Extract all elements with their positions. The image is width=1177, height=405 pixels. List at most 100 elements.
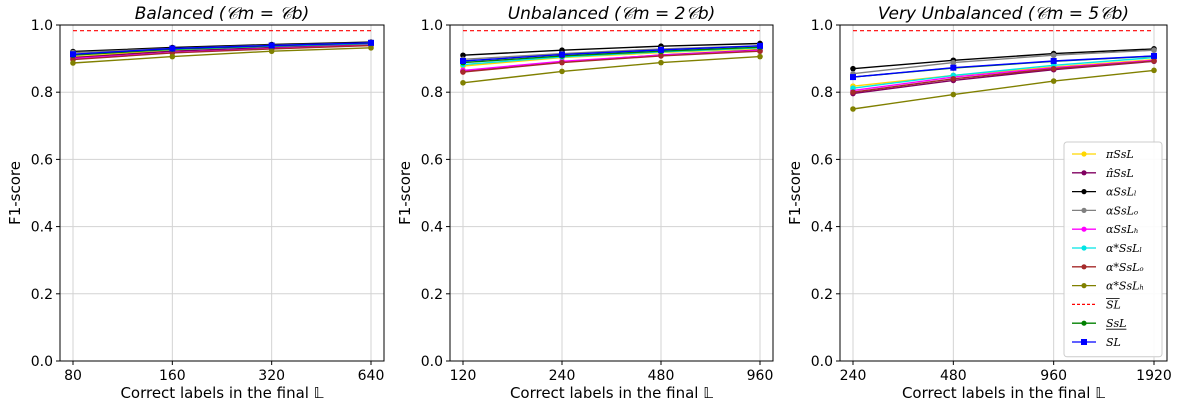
chart-title: Unbalanced (𝒞m = 2𝒞b) [508,4,716,24]
series-line [852,48,1155,70]
y-tick-label: 1.0 [421,18,443,34]
legend-entry: αSsLₗ [1072,186,1137,199]
x-axis-label: Correct labels in the final 𝕃 [120,384,323,402]
x-tick-label: 80 [64,368,82,384]
data-point [169,45,176,52]
series-8 [460,53,763,86]
series-line [852,59,1155,92]
data-point [1151,52,1157,59]
legend-entry: SsL [1072,317,1127,330]
y-axis-label: F1-score [786,161,804,225]
legend-swatch-marker [1081,151,1087,157]
legend-box [1063,141,1163,358]
y-axis-label: F1-score [6,161,24,225]
data-point [1050,65,1057,72]
legend: πSsL π̂SsL αSsLₗ αSsLₒ αSsLₕ α*SsLₗ α*SsLₒ α*Ss… [1063,141,1163,358]
chart-title: Very Unbalanced (𝒞m = 5𝒞b) [878,4,1129,24]
data-point [1050,52,1057,59]
plot-area [60,25,384,361]
data-point [950,91,957,98]
legend-entry: αSsLₕ [1072,223,1139,236]
data-point [268,42,275,49]
x-tick-label: 240 [549,368,576,384]
legend-swatch-marker [1081,189,1087,195]
data-point [658,46,664,53]
legend-label: αSsLₕ [1106,223,1139,236]
series-line [462,42,761,56]
legend-label: πSsL [1105,148,1134,161]
data-point [1050,78,1057,84]
legend-swatch-marker [1081,339,1087,345]
data-point [850,74,856,81]
y-tick-label: 0.4 [421,220,443,236]
series-line [72,47,372,64]
y-tick-label: 0.8 [31,85,53,101]
data-point [460,79,466,86]
series-11 [460,42,763,64]
x-axis-label: Correct labels in the final 𝕃 [902,384,1105,402]
series-line [852,60,1155,93]
y-tick-label: 0.4 [811,220,833,236]
data-point [658,59,664,66]
x-tick-label: 240 [840,368,867,384]
data-point [460,52,466,59]
data-point [850,106,856,112]
data-point [559,68,565,75]
series-7 [460,48,763,75]
y-tick-label: 0.0 [811,354,833,370]
x-tick-label: 1920 [1136,368,1172,384]
data-point [850,89,856,95]
x-tick-label: 960 [747,368,774,384]
series-line [72,42,372,55]
axes-frame [449,24,774,362]
data-point [757,42,763,49]
x-tick-label: 320 [258,368,285,384]
y-tick-label: 0.6 [31,152,53,168]
data-point [1151,47,1157,53]
data-point [850,65,856,72]
data-point [757,48,763,55]
x-tick-label: 160 [159,368,186,384]
data-point [1151,58,1157,64]
series-line [462,45,761,62]
series-11 [70,39,374,58]
chart-panel-2: 0.0 0.2 0.4 0.6 0.8 1.0 120 240 480 960 Correct la… [396,4,774,402]
y-tick-label: 0.2 [421,287,443,303]
axes-frame [839,24,1168,362]
series-line [462,55,761,84]
y-tick-label: 0.4 [31,220,53,236]
legend-label: αSsLₒ [1106,204,1138,217]
legend-label: α*SsLₕ [1106,280,1144,293]
chart-panels: 0.0 0.2 0.4 0.6 0.8 1.0 80 160 320 640 Correct lab… [6,4,1172,402]
data-point [850,85,856,91]
data-point [368,45,374,51]
legend-label: SsL [1106,317,1127,330]
legend-label: αSsLₗ [1106,186,1137,199]
chart-title: Balanced (𝒞m = 𝒞b) [135,4,309,24]
legend-entry: π̂SsL [1072,167,1134,180]
y-tick-label: 0.2 [811,287,833,303]
data-point [70,60,76,66]
plot-area [450,25,773,361]
data-point [950,64,957,71]
x-tick-label: 120 [450,368,477,384]
series-line [852,49,1155,75]
x-tick-label: 960 [1040,368,1067,384]
series-line [852,56,1155,89]
legend-swatch-marker [1081,283,1087,289]
legend-swatch-marker [1081,320,1087,326]
data-point [70,51,76,58]
data-point [460,69,466,75]
series-line [852,55,1155,78]
data-point [368,39,374,46]
y-tick-label: 0.0 [31,354,53,370]
x-tick-label: 640 [358,368,385,384]
legend-entry: α*SsLₒ [1072,261,1144,274]
legend-swatch-marker [1081,207,1087,213]
data-point [460,57,466,64]
data-point [950,75,957,82]
series-line [72,43,372,59]
data-point [1151,67,1157,74]
x-tick-label: 480 [940,368,967,384]
